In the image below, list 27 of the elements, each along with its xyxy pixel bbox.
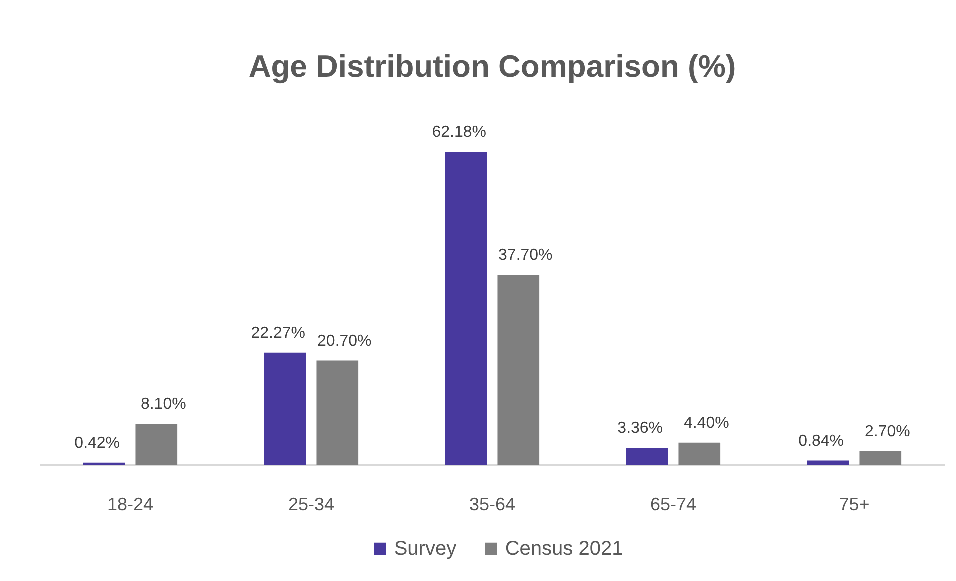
bar [264,352,306,465]
bar [498,275,540,465]
data-label: 4.40% [684,414,730,432]
data-label: 0.84% [798,432,844,450]
x-tick-label: 35-64 [469,494,516,514]
x-tick-label: 75+ [839,494,870,514]
x-tick-label: 18-24 [107,494,154,514]
bar [860,451,902,465]
bar [316,360,359,465]
legend-label: Census 2021 [505,538,624,560]
data-label: 62.18% [432,124,486,141]
bar [678,442,721,465]
bar [136,424,178,465]
chart-title: Age Distribution Comparison (%) [248,49,736,84]
bar [626,448,668,465]
data-label: 37.70% [498,247,553,264]
data-label: 8.10% [140,396,186,414]
data-label: 3.36% [618,420,664,438]
bar [445,152,488,465]
bar [807,460,850,465]
x-tick-label: 65-74 [650,494,697,514]
data-label: 0.42% [74,434,120,452]
x-tick-label: 25-34 [288,494,335,514]
legend-label: Survey [394,538,457,560]
data-label: 20.70% [318,332,372,350]
data-label: 22.27% [251,324,306,342]
data-label: 2.70% [864,423,910,440]
